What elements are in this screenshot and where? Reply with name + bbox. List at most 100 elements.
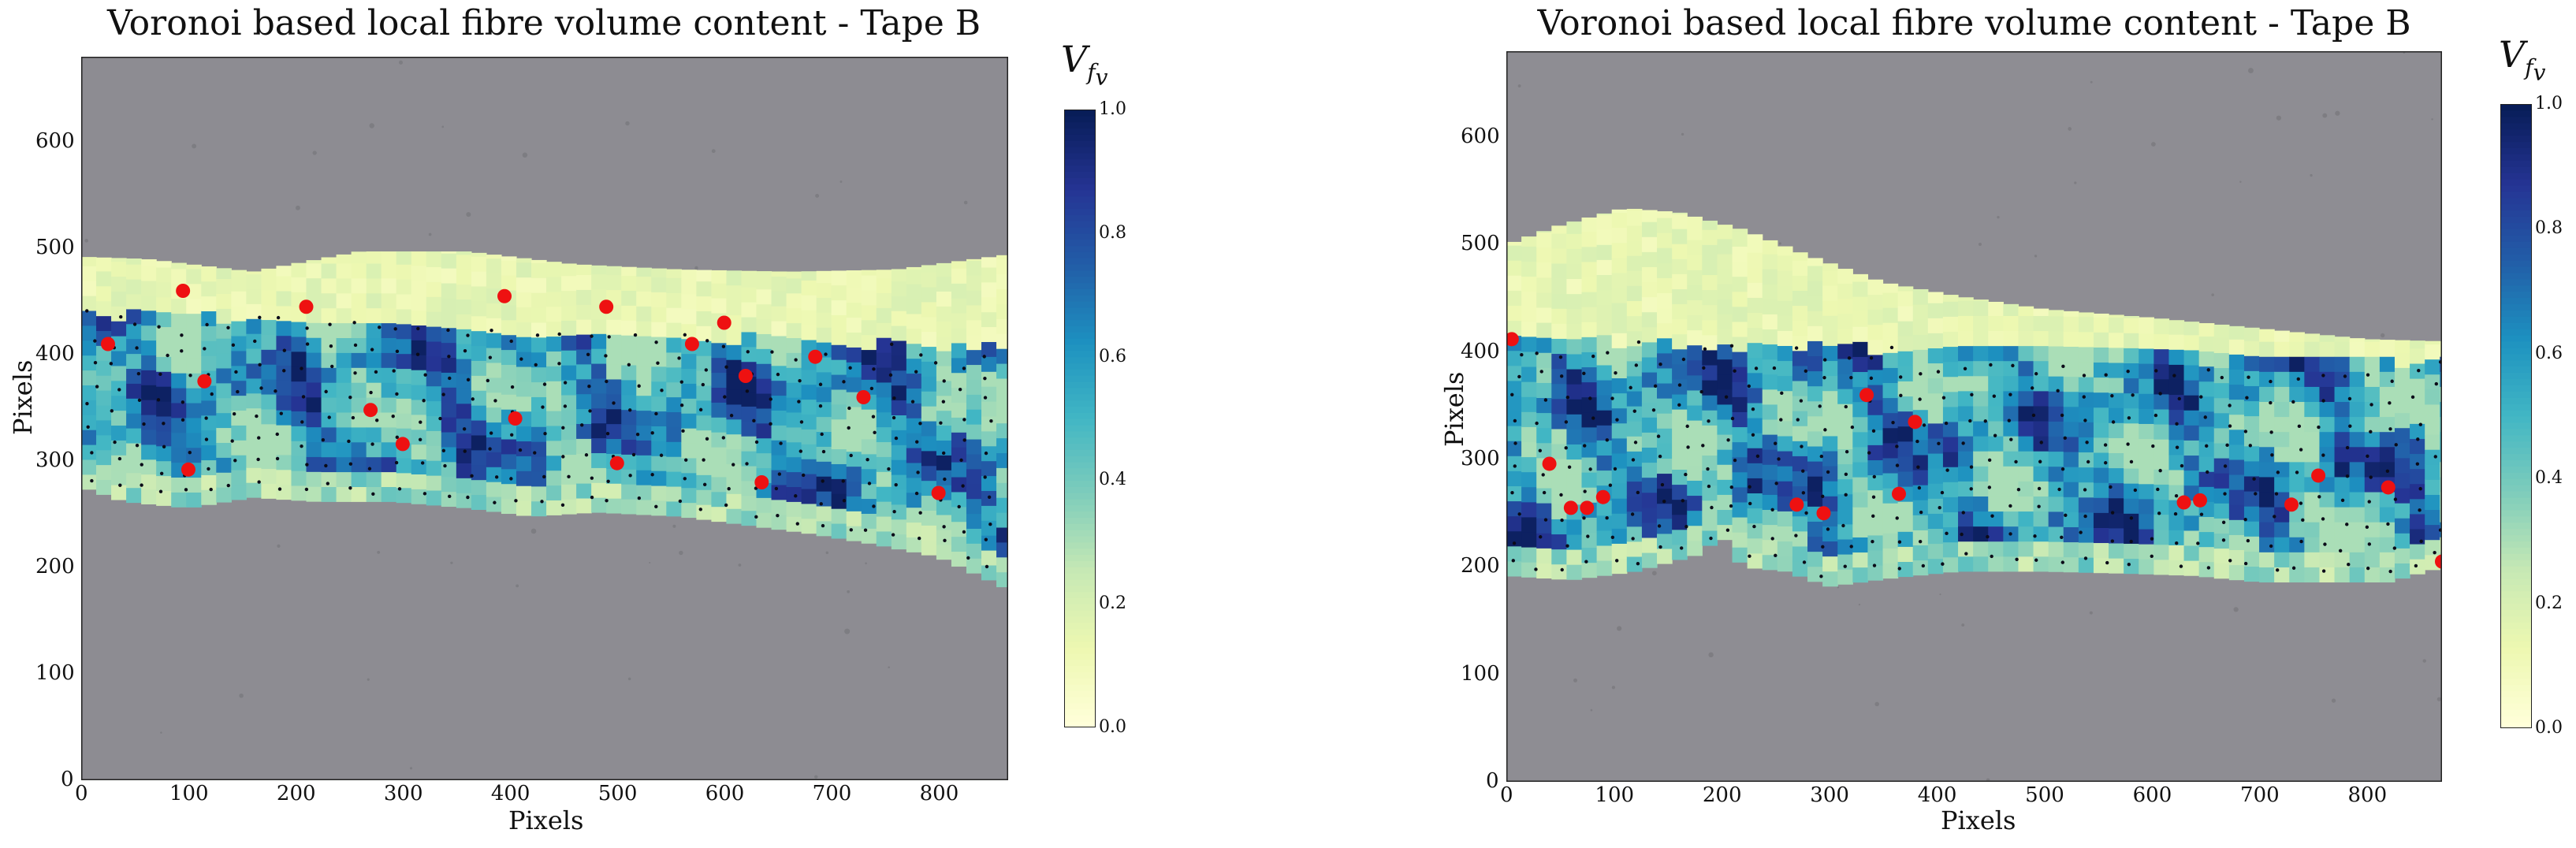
voronoi-cell — [1792, 545, 1808, 562]
voronoi-cell — [1747, 372, 1763, 389]
voronoi-cell — [1581, 307, 1598, 322]
voronoi-cell — [471, 270, 487, 287]
fibre-centre-point — [1850, 425, 1855, 430]
voronoi-cell — [1988, 405, 2004, 422]
fibre-centre-point — [277, 487, 282, 491]
voronoi-cell — [1792, 290, 1808, 307]
voronoi-cell — [861, 349, 877, 365]
voronoi-cell — [171, 358, 187, 374]
voronoi-cell — [1657, 211, 1673, 218]
voronoi-cell — [1867, 534, 1884, 551]
voronoi-cell — [1581, 366, 1598, 383]
voronoi-cell — [1882, 442, 1899, 459]
voronoi-cell — [1581, 487, 1598, 503]
voronoi-cell — [2033, 390, 2049, 407]
voronoi-cell — [621, 266, 637, 277]
voronoi-cell — [1777, 390, 1793, 407]
voronoi-cell — [486, 437, 502, 452]
fibre-centre-point — [1681, 357, 1686, 362]
voronoi-cell — [996, 467, 1008, 483]
fibre-centre-point — [1918, 397, 1922, 401]
voronoi-cell — [456, 329, 472, 344]
fibre-centre-point — [1729, 504, 1733, 508]
voronoi-cell — [2274, 330, 2290, 342]
fibre-centre-point — [1662, 499, 1666, 504]
voronoi-cell — [186, 283, 202, 299]
fibre-centre-point — [441, 392, 445, 396]
voronoi-cell — [1717, 269, 1733, 285]
voronoi-cell — [1822, 390, 1838, 407]
voronoi-cell — [1882, 548, 1899, 564]
voronoi-cell — [516, 307, 532, 322]
voronoi-cell — [576, 378, 592, 395]
voronoi-cell — [606, 438, 622, 454]
voronoi-cell — [741, 465, 758, 482]
fibre-centre-point — [2338, 549, 2343, 553]
colorbar-gradient-step — [1064, 251, 1096, 258]
voronoi-cell — [591, 467, 607, 483]
micrograph-speck — [1611, 686, 1616, 690]
voronoi-cell — [1973, 556, 1989, 572]
voronoi-cell — [96, 479, 112, 495]
fibre-centre-point — [1987, 485, 1992, 489]
fibre-centre-point — [1656, 434, 1661, 438]
voronoi-cell — [2139, 498, 2154, 515]
voronoi-cell — [1717, 418, 1733, 435]
voronoi-cell — [1927, 483, 1944, 499]
fibre-centre-point — [1800, 444, 1804, 448]
voronoi-cell — [666, 366, 682, 383]
colorbar-gradient-step — [1064, 276, 1096, 284]
voronoi-cell — [1596, 334, 1613, 351]
voronoi-cell — [2018, 511, 2034, 527]
voronoi-cell — [1566, 263, 1583, 280]
voronoi-cell — [516, 262, 532, 278]
fibre-centre-point — [798, 449, 803, 453]
voronoi-cell — [1777, 541, 1793, 557]
voronoi-cell — [2003, 303, 2019, 316]
voronoi-cell — [306, 260, 322, 264]
voronoi-cell — [846, 302, 862, 318]
fibre-centre-point — [1754, 366, 1759, 370]
voronoi-cell — [951, 447, 967, 463]
fibre-centre-point — [392, 369, 396, 373]
voronoi-cell — [606, 483, 622, 499]
voronoi-cell — [2394, 367, 2410, 383]
voronoi-cell — [1958, 511, 1974, 527]
colorbar-gradient-step — [2500, 628, 2532, 635]
voronoi-cell — [2183, 425, 2200, 441]
voronoi-cell — [1687, 480, 1703, 497]
voronoi-cell — [396, 323, 412, 340]
voronoi-cell — [1672, 244, 1688, 259]
fibre-centre-point — [1802, 560, 1807, 564]
micrograph-speck — [2068, 127, 2072, 131]
fibre-centre-point — [959, 458, 963, 463]
voronoi-cell — [396, 308, 412, 325]
voronoi-cell — [2198, 441, 2215, 457]
voronoi-cell — [981, 475, 997, 491]
voronoi-cell — [2139, 333, 2154, 349]
voronoi-cell — [1596, 349, 1613, 366]
voronoi-cell — [1912, 394, 1929, 411]
voronoi-cell — [426, 370, 442, 387]
fibre-centre-point — [1733, 369, 1737, 373]
colorbar-gradient-step — [1064, 647, 1096, 654]
voronoi-cell — [1988, 526, 2004, 542]
voronoi-cell — [501, 364, 517, 380]
voronoi-cell — [1988, 481, 2004, 497]
voronoi-cell — [96, 419, 112, 436]
voronoi-cell — [2243, 400, 2260, 417]
fibre-centre-point — [2126, 369, 2130, 374]
voronoi-cell — [501, 334, 517, 351]
voronoi-cell — [951, 342, 967, 359]
voronoi-cell — [501, 349, 517, 366]
fibre-centre-point — [533, 451, 537, 455]
voronoi-cell — [516, 426, 532, 442]
voronoi-cell — [2410, 498, 2425, 515]
voronoi-cell — [981, 326, 997, 342]
voronoi-cell — [666, 456, 682, 472]
voronoi-cell — [1672, 348, 1688, 365]
micrograph-speck — [694, 266, 698, 270]
fibre-centre-point — [1725, 528, 1730, 532]
voronoi-cell — [186, 268, 202, 285]
voronoi-cell — [1521, 246, 1537, 262]
